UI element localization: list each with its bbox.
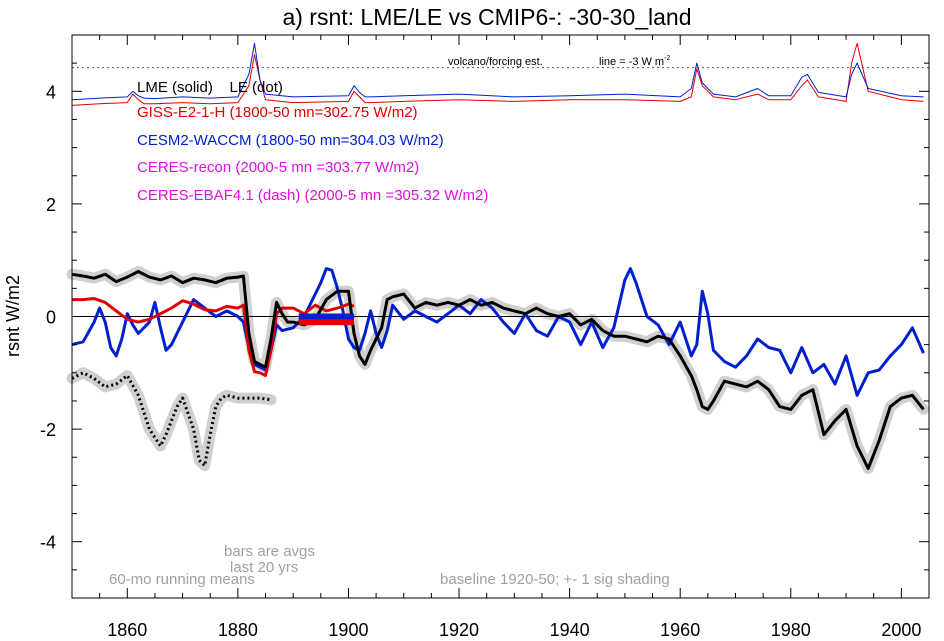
legend: LME (solid) LE (dot) GISS-E2-1-H (1800-5… (137, 79, 488, 204)
bars-note: bars are avgs (224, 543, 315, 560)
axis-ticks: 1860 1880 1900 1920 1940 1960 1980 2000 -4 -2 0 2 4 (40, 34, 930, 640)
legend-lme-le: LME (solid) LE (dot) (137, 79, 283, 96)
y-axis-label: rsnt W/m2 (3, 275, 23, 357)
volcano-annotation: volcano/forcing est. (448, 56, 543, 68)
last20-note: last 20 yrs (230, 559, 298, 576)
chart-title: a) rsnt: LME/LE vs CMIP6-: -30-30_land (282, 4, 691, 30)
legend-giss: GISS-E2-1-H (1800-50 mn=302.75 W/m2) (137, 104, 418, 121)
y-tick-label--2: -2 (40, 420, 56, 440)
x-tick-label-1980: 1980 (771, 620, 811, 640)
series-line-le (71, 371, 272, 468)
period-average-bars (298, 313, 354, 326)
line-annotation: line = -3 W m-2 (599, 55, 670, 68)
series-lines (71, 42, 925, 470)
series-line-volcano-forcing-est-giss (71, 42, 924, 106)
series-line-giss-e2-1-h (72, 297, 355, 378)
x-tick-label-1940: 1940 (550, 620, 590, 640)
legend-cesm: CESM2-WACCM (1800-50 mn=304.03 W/m2) (137, 132, 444, 149)
legend-ceres-recon: CERES-recon (2000-5 mn =303.77 W/m2) (137, 159, 419, 176)
x-tick-label-1920: 1920 (439, 620, 479, 640)
uncertainty-shading (66, 266, 929, 474)
baseline-note: baseline 1920-50; +- 1 sig shading (440, 571, 670, 588)
y-tick-label-2: 2 (46, 195, 56, 215)
x-tick-label-1880: 1880 (218, 620, 258, 640)
y-tick-label--4: -4 (40, 533, 56, 553)
y-tick-label-4: 4 (46, 82, 56, 102)
legend-ceres-ebaf: CERES-EBAF4.1 (dash) (2000-5 mn =305.32 … (137, 187, 488, 204)
line-annotation-text: line = -3 W m (599, 56, 664, 68)
x-tick-label-2000: 2000 (881, 620, 921, 640)
series-line-volcano-forcing-est-cesm (71, 42, 924, 101)
x-tick-label-1860: 1860 (107, 620, 147, 640)
y-tick-label-0: 0 (46, 308, 56, 328)
running-mean-note: 60-mo running means (109, 571, 255, 588)
x-tick-label-1900: 1900 (328, 620, 368, 640)
x-tick-label-1960: 1960 (660, 620, 700, 640)
series-line-cesm2-waccm (71, 267, 925, 397)
line-annotation-superscript: -2 (664, 55, 670, 62)
series-line-lme (71, 270, 925, 470)
